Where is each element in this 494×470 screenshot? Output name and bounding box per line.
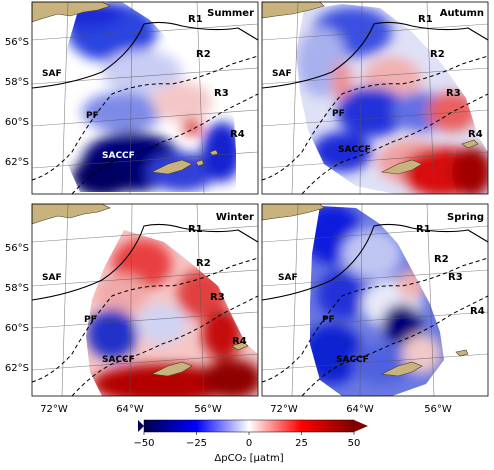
region-label-r2: R2 xyxy=(196,49,211,60)
longitude-labels-left: 72°W 64°W 56°W xyxy=(40,404,222,415)
colorbar-label: ΔpCO₂ [µatm] xyxy=(214,453,283,464)
colorbar-tick-label: −25 xyxy=(186,438,207,449)
saccf-front-line xyxy=(71,93,259,195)
region-label-r3: R3 xyxy=(214,88,229,99)
panel-spring: Spring R1 R2 R3 R4 SAF PF SACCF xyxy=(261,203,489,397)
saf-front-line xyxy=(261,21,489,89)
saf-front-line xyxy=(261,223,489,301)
land-south-america xyxy=(261,203,325,221)
front-label-saf: SAF xyxy=(42,273,62,283)
panel-frame xyxy=(261,203,489,397)
lon-label-56w: 56°W xyxy=(424,404,452,415)
saf-front-line xyxy=(31,223,259,301)
colorbar-extend-high xyxy=(354,420,368,432)
pf-front-line xyxy=(31,55,259,181)
panel-winter: Winter R1 R2 R3 R4 SAF PF SACCF xyxy=(31,203,259,397)
saccf-front-line xyxy=(301,295,489,397)
region-label-r1: R1 xyxy=(416,224,431,235)
front-label-saccf: SACCF xyxy=(338,145,371,155)
region-label-r2: R2 xyxy=(434,254,449,265)
graticule xyxy=(261,203,489,397)
colorbar-tick-label: 50 xyxy=(348,438,361,449)
region-label-r4: R4 xyxy=(232,336,247,347)
region-label-r4: R4 xyxy=(230,129,245,140)
front-label-saccf: SACCF xyxy=(102,151,135,161)
lon-label-56w: 56°W xyxy=(194,404,222,415)
panel-summer: Summer R1 R2 R3 R4 SAF PF SACCF xyxy=(31,1,259,195)
land-south-shetland-islands xyxy=(150,341,249,377)
graticule xyxy=(261,1,489,195)
panel-frame xyxy=(31,203,259,397)
latitude-labels-top: 56°S 58°S 60°S 62°S xyxy=(5,37,29,168)
front-label-pf: PF xyxy=(322,315,335,325)
saccf-front-line xyxy=(301,93,489,195)
front-label-saf: SAF xyxy=(278,273,298,283)
land-south-america xyxy=(261,1,325,19)
season-label: Summer xyxy=(207,8,254,19)
panel-autumn: Autumn R1 R2 R3 R4 SAF PF SACCF xyxy=(261,1,489,195)
region-label-r1: R1 xyxy=(188,224,203,235)
front-label-saccf: SACCF xyxy=(102,355,135,365)
region-label-r4: R4 xyxy=(470,306,485,317)
region-label-r1: R1 xyxy=(188,14,203,25)
land-south-america xyxy=(31,1,111,23)
lat-label-56s: 56°S xyxy=(5,37,29,48)
pf-front-line xyxy=(261,257,489,383)
season-label: Spring xyxy=(447,212,484,223)
pf-front-line xyxy=(261,55,489,181)
front-label-pf: PF xyxy=(86,111,99,121)
lat-label-60s: 60°S xyxy=(5,323,29,334)
land-south-america xyxy=(31,203,111,225)
region-label-r3: R3 xyxy=(448,272,463,283)
front-label-saf: SAF xyxy=(272,69,292,79)
land-south-shetland-islands xyxy=(380,349,469,377)
season-label: Autumn xyxy=(440,8,484,19)
colorbar-tick-label: 0 xyxy=(246,438,252,449)
lat-label-58s: 58°S xyxy=(5,77,29,88)
front-label-saf: SAF xyxy=(42,69,62,79)
colorbar-tick-label: −50 xyxy=(133,438,154,449)
colorbar-tick-label: 25 xyxy=(295,438,308,449)
lon-label-64w: 64°W xyxy=(346,404,374,415)
graticule xyxy=(31,1,259,195)
season-label: Winter xyxy=(216,212,254,223)
region-label-r3: R3 xyxy=(210,292,225,303)
longitude-labels-right: 72°W 64°W 56°W xyxy=(270,404,452,415)
lon-label-64w: 64°W xyxy=(116,404,144,415)
front-label-pf: PF xyxy=(84,315,97,325)
lat-label-62s: 62°S xyxy=(5,157,29,168)
latitude-labels-bottom: 56°S 58°S 60°S 62°S xyxy=(5,243,29,374)
colorbar-extend-low xyxy=(138,420,144,432)
colorbar-bar xyxy=(143,419,355,433)
region-label-r2: R2 xyxy=(196,258,211,269)
panel-frame xyxy=(261,1,489,195)
region-label-r3: R3 xyxy=(446,88,461,99)
pf-front-line xyxy=(31,257,259,383)
panel-frame xyxy=(31,1,259,195)
lat-label-58s: 58°S xyxy=(5,283,29,294)
land-south-shetland-islands xyxy=(380,139,479,175)
land-south-shetland-islands xyxy=(150,149,219,175)
lat-label-60s: 60°S xyxy=(5,117,29,128)
region-label-r1: R1 xyxy=(418,14,433,25)
lat-label-56s: 56°S xyxy=(5,243,29,254)
saf-front-line xyxy=(31,21,259,89)
colorbar: −50 −25 0 25 50 ΔpCO₂ [µatm] xyxy=(133,419,368,464)
saccf-front-line xyxy=(71,295,259,397)
lon-label-72w: 72°W xyxy=(40,404,68,415)
lon-label-72w: 72°W xyxy=(270,404,298,415)
region-label-r2: R2 xyxy=(430,49,445,60)
colorbar-ticks xyxy=(143,432,355,435)
region-label-r4: R4 xyxy=(468,129,483,140)
front-label-pf: PF xyxy=(332,109,345,119)
graticule xyxy=(31,203,259,397)
front-label-saccf: SACCF xyxy=(336,355,369,365)
lat-label-62s: 62°S xyxy=(5,363,29,374)
